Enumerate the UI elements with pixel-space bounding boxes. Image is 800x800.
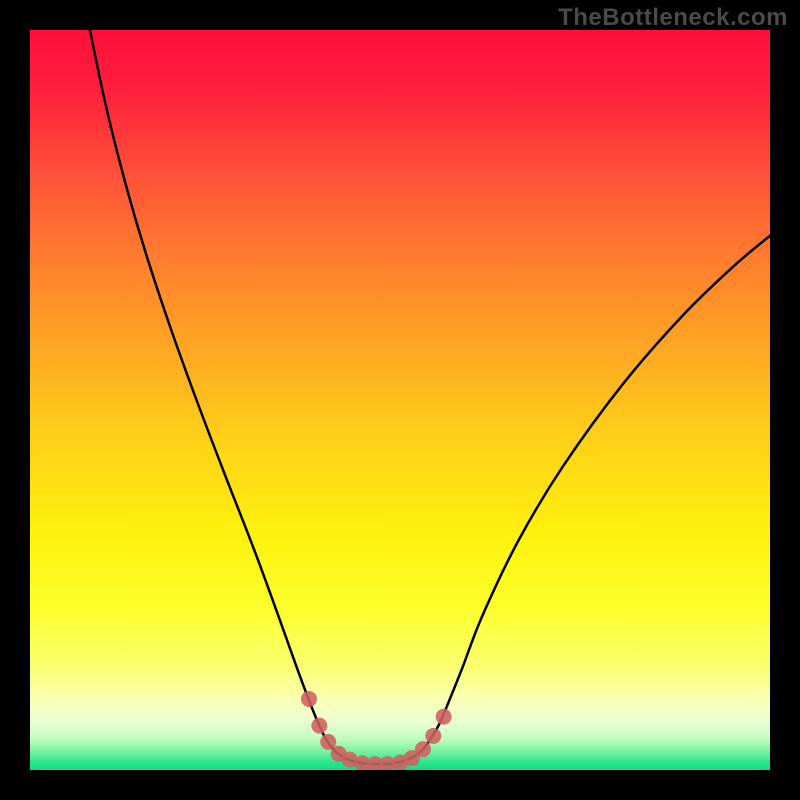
plot-area <box>30 30 770 770</box>
trough-marker <box>425 728 441 744</box>
chart-frame: TheBottleneck.com <box>0 0 800 800</box>
gradient-background <box>30 30 770 770</box>
trough-marker <box>415 741 431 757</box>
bottleneck-chart-svg <box>30 30 770 770</box>
watermark-label: TheBottleneck.com <box>558 4 788 32</box>
trough-marker <box>436 709 452 725</box>
trough-marker <box>301 691 317 707</box>
trough-marker <box>311 718 327 734</box>
